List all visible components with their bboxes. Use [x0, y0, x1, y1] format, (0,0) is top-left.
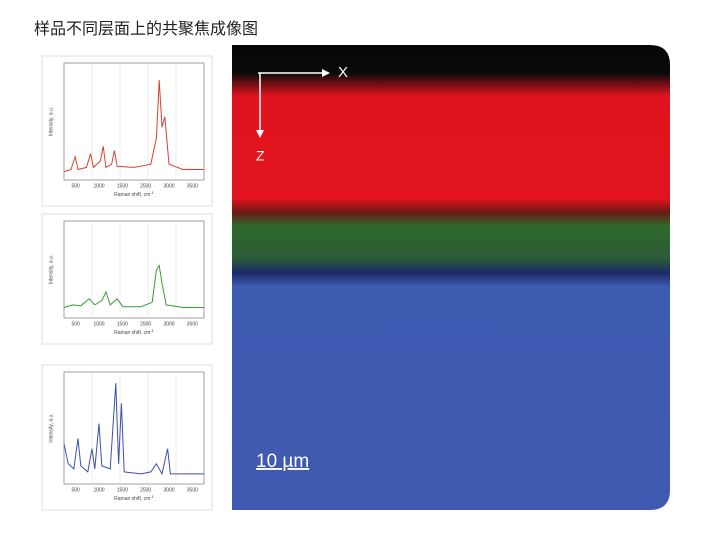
- plot-area: [63, 371, 205, 485]
- x-tick-label: 2500: [140, 487, 151, 493]
- panel-frame: [41, 213, 213, 345]
- x-tick-label: 3500: [187, 487, 198, 493]
- image-layers: [232, 45, 670, 510]
- x-axis-label: Raman shift, cm-1: [114, 328, 154, 336]
- x-tick-label: 3000: [163, 321, 174, 327]
- plot-area: [63, 220, 205, 319]
- x-tick-label: 3500: [187, 321, 198, 327]
- x-axis-label-text: Raman shift, cm: [114, 192, 150, 198]
- x-tick-label: 1500: [117, 487, 128, 493]
- x-tick-label: 3000: [163, 183, 174, 189]
- x-tick-label: 1500: [117, 321, 128, 327]
- x-tick-label: 2500: [140, 321, 151, 327]
- plot-area: [63, 62, 205, 181]
- x-axis-label-text: Raman shift, cm: [114, 496, 150, 502]
- x-tick-label: 1500: [117, 183, 128, 189]
- x-tick-label: 3500: [187, 183, 198, 189]
- spectrum-line: [63, 264, 204, 308]
- spectrum-panel: 500 1000 1500 2500 3000 3500 Raman shift, cm-1…: [41, 55, 213, 207]
- x-tick-label: 3000: [163, 487, 174, 493]
- z-axis-label: Z: [256, 148, 265, 164]
- x-tick-label: 1000: [93, 487, 104, 493]
- x-axis-label-sup: -1: [150, 190, 154, 195]
- x-axis-label: Raman shift, cm-1: [114, 190, 154, 198]
- x-tick-label: 1000: [93, 183, 104, 189]
- x-tick-label: 2500: [140, 183, 151, 189]
- x-axis-label-sup: -1: [150, 494, 154, 499]
- scale-bar: 10 µm: [256, 451, 309, 472]
- confocal-image: X Z 10 µm: [232, 45, 670, 510]
- x-tick-label: 500: [71, 487, 80, 493]
- x-axis-label: X: [338, 64, 348, 81]
- y-axis-label: Intensity, a.u.: [48, 413, 54, 442]
- spectrum-line: [63, 383, 204, 476]
- spectrum-panel: 500 1000 1500 2500 3000 3500 Raman shift, cm-1…: [41, 364, 213, 511]
- x-axis-label-sup: -1: [150, 328, 154, 333]
- z-arrowhead: [256, 130, 264, 138]
- x-axis-label: Raman shift, cm-1: [114, 494, 154, 502]
- y-axis-label: Intensity, a.u.: [48, 107, 54, 136]
- y-axis-label: Intensity, a.u.: [48, 255, 54, 284]
- x-tick-label: 1000: [93, 321, 104, 327]
- panel-frame: [41, 55, 213, 207]
- title: 样品不同层面上的共聚焦成像图: [34, 20, 258, 38]
- spectrum-panel: 500 1000 1500 2500 3000 3500 Raman shift, cm-1…: [41, 213, 213, 345]
- x-tick-label: 500: [71, 321, 80, 327]
- x-arrowhead: [322, 69, 330, 77]
- x-axis-label-text: Raman shift, cm: [114, 330, 150, 336]
- panel-frame: [41, 364, 213, 511]
- x-tick-label: 500: [71, 183, 80, 189]
- spectrum-line: [63, 79, 204, 173]
